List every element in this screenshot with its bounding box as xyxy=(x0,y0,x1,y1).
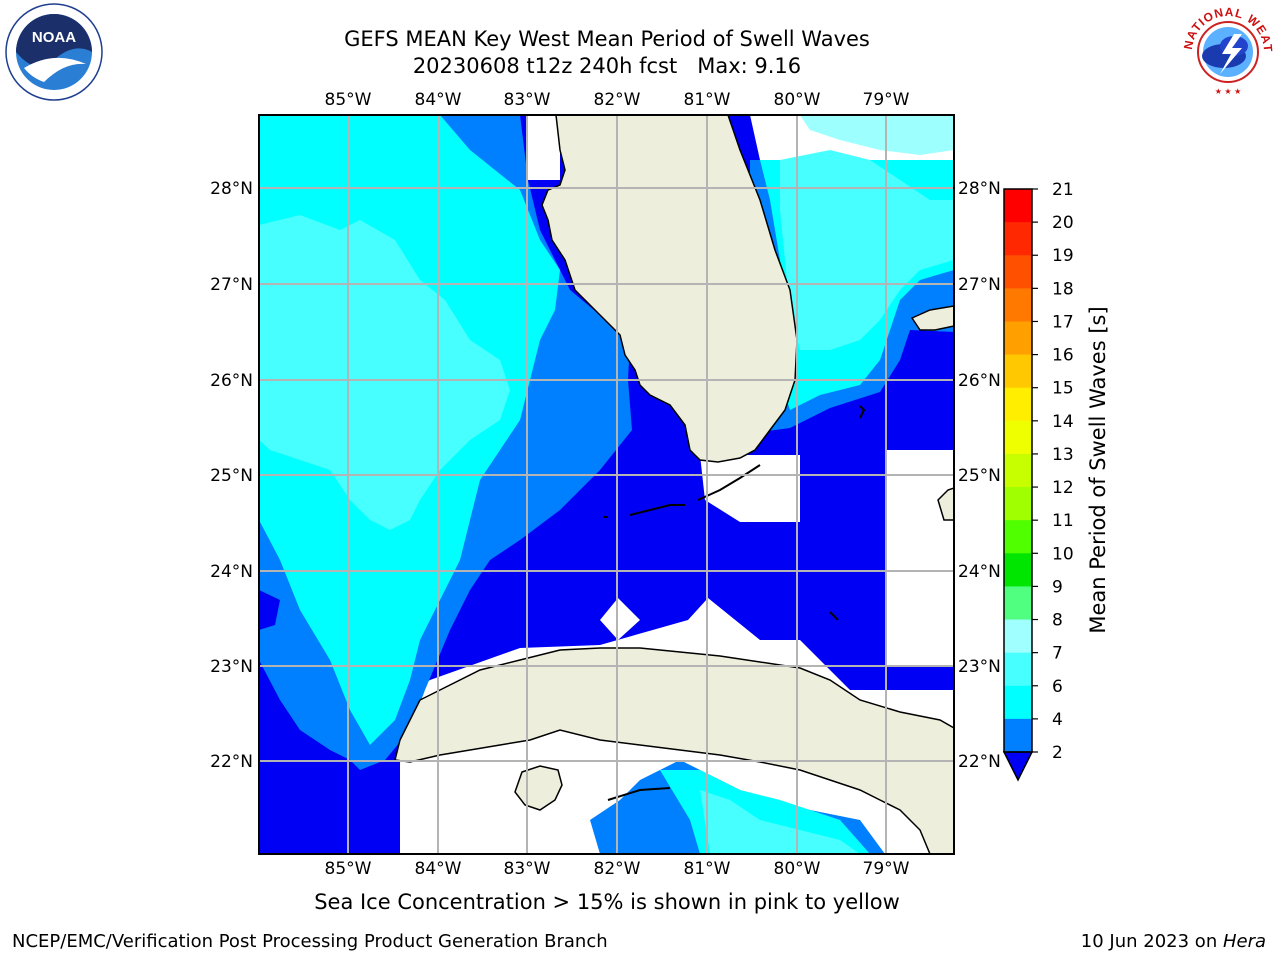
lon-tick-label: 83°W xyxy=(504,90,551,110)
footer-date-text: 10 Jun 2023 on xyxy=(1080,931,1223,952)
title-line-2: 20230608 t12z 240h fcst Max: 9.16 xyxy=(412,54,802,78)
ocean-band-8-9 xyxy=(800,115,954,155)
colorbar-swatch xyxy=(1004,321,1032,356)
lon-tick-label: 81°W xyxy=(684,859,731,879)
colorbar-level-label: 18 xyxy=(1052,279,1074,299)
colorbar-level-label: 8 xyxy=(1052,611,1063,631)
land-florida xyxy=(541,115,798,463)
lon-tick-label: 79°W xyxy=(863,859,910,879)
colorbar-swatch xyxy=(1004,685,1032,720)
lat-labels-left: 28°N 27°N 26°N 25°N 24°N 23°N 22°N xyxy=(210,179,253,772)
lat-tick-label: 24°N xyxy=(210,562,253,582)
title-line-1: GEFS MEAN Key West Mean Period of Swell … xyxy=(344,27,870,51)
sea-ice-caption: Sea Ice Concentration > 15% is shown in … xyxy=(314,890,900,914)
lat-tick-label: 23°N xyxy=(958,657,1001,677)
colorbar-swatch xyxy=(1004,553,1032,587)
footer-credit: NCEP/EMC/Verification Post Processing Pr… xyxy=(12,931,608,952)
land-masses xyxy=(394,115,954,854)
lat-tick-label: 25°N xyxy=(958,466,1001,486)
colorbar-swatch xyxy=(1004,189,1032,223)
colorbar-swatch xyxy=(1004,288,1032,322)
colorbar-swatch xyxy=(1004,354,1032,389)
colorbar-level-label: 16 xyxy=(1052,346,1074,366)
colorbar-level-label: 2 xyxy=(1052,743,1063,763)
lat-tick-label: 28°N xyxy=(958,179,1001,199)
noaa-logo: NOAA xyxy=(5,3,103,101)
nws-logo: NATIONAL WEATHER SERVICE ★ ★ ★ xyxy=(1176,0,1274,96)
colorbar-level-label: 19 xyxy=(1052,246,1074,266)
colorbar: 21 20 19 18 17 16 15 14 13 12 11 10 9 8 7 6 4 2 xyxy=(1002,180,1074,782)
lon-labels-bottom: 85°W 84°W 83°W 82°W 81°W 80°W 79°W xyxy=(325,859,910,879)
lon-tick-label: 84°W xyxy=(415,90,462,110)
colorbar-level-label: 12 xyxy=(1052,478,1074,498)
lat-tick-label: 26°N xyxy=(958,371,1001,391)
ocean-band-7-8 xyxy=(259,150,954,854)
colorbar-level-label: 11 xyxy=(1052,511,1074,531)
colorbar-swatch xyxy=(1004,619,1032,654)
colorbar-swatch xyxy=(1004,453,1032,488)
colorbar-level-label: 7 xyxy=(1052,644,1063,664)
lon-tick-label: 82°W xyxy=(594,90,641,110)
colorbar-title: Mean Period of Swell Waves [s] xyxy=(1086,306,1110,634)
lat-tick-label: 24°N xyxy=(958,562,1001,582)
chart-title: GEFS MEAN Key West Mean Period of Swell … xyxy=(257,26,957,80)
lon-tick-label: 85°W xyxy=(325,90,372,110)
land-bahamas xyxy=(910,305,954,331)
colorbar-swatch xyxy=(1004,520,1032,554)
land-andros xyxy=(937,487,954,521)
colorbar-level-label: 10 xyxy=(1052,544,1074,564)
colorbar-level-label: 21 xyxy=(1052,180,1074,200)
lon-labels-top: 85°W 84°W 83°W 82°W 81°W 80°W 79°W xyxy=(325,90,910,110)
lat-tick-label: 26°N xyxy=(210,371,253,391)
colorbar-swatch xyxy=(1004,586,1032,621)
footer-date: 10 Jun 2023 on Hera xyxy=(1081,931,1266,952)
lon-tick-label: 83°W xyxy=(504,859,551,879)
colorbar-level-label: 20 xyxy=(1052,213,1074,233)
colorbar-level-label: 15 xyxy=(1052,379,1074,399)
colorbar-level-label: 13 xyxy=(1052,445,1074,465)
lon-tick-label: 85°W xyxy=(325,859,372,879)
gridlines xyxy=(259,115,954,854)
map-frame xyxy=(258,114,955,855)
svg-text:★ ★ ★: ★ ★ ★ xyxy=(1215,87,1242,96)
lon-tick-label: 81°W xyxy=(684,90,731,110)
lat-tick-label: 27°N xyxy=(958,275,1001,295)
footer-host: Hera xyxy=(1222,931,1266,952)
colorbar-swatch xyxy=(1004,487,1032,521)
lon-tick-label: 79°W xyxy=(863,90,910,110)
lat-tick-label: 28°N xyxy=(210,179,253,199)
colorbar-swatch xyxy=(1004,652,1032,687)
colorbar-swatch xyxy=(1004,718,1032,753)
land-cuba xyxy=(394,647,954,854)
lon-tick-label: 80°W xyxy=(774,859,821,879)
colorbar-swatch xyxy=(1004,222,1032,256)
noaa-logo-text: NOAA xyxy=(32,29,76,46)
colorbar-level-label: 17 xyxy=(1052,312,1074,332)
colorbar-level-label: 9 xyxy=(1052,577,1063,597)
colorbar-swatch xyxy=(1004,387,1032,422)
lat-tick-label: 22°N xyxy=(958,752,1001,772)
colorbar-swatch xyxy=(1004,420,1032,455)
lat-tick-label: 22°N xyxy=(210,752,253,772)
colorbar-level-label: 6 xyxy=(1052,677,1063,697)
colorbar-level-label: 14 xyxy=(1052,412,1074,432)
colorbar-level-label: 4 xyxy=(1052,710,1063,730)
colorbar-frame xyxy=(1003,188,1033,753)
map-plot-area xyxy=(259,115,954,854)
lat-tick-label: 23°N xyxy=(210,657,253,677)
lon-tick-label: 82°W xyxy=(594,859,641,879)
lon-tick-label: 84°W xyxy=(415,859,462,879)
colorbar-swatch xyxy=(1004,255,1032,289)
lat-tick-label: 25°N xyxy=(210,466,253,486)
colorbar-underflow xyxy=(1002,751,1034,782)
lat-tick-label: 27°N xyxy=(210,275,253,295)
lon-tick-label: 80°W xyxy=(774,90,821,110)
lat-labels-right: 28°N 27°N 26°N 25°N 24°N 23°N 22°N xyxy=(958,179,1001,772)
florida-keys xyxy=(603,405,866,801)
